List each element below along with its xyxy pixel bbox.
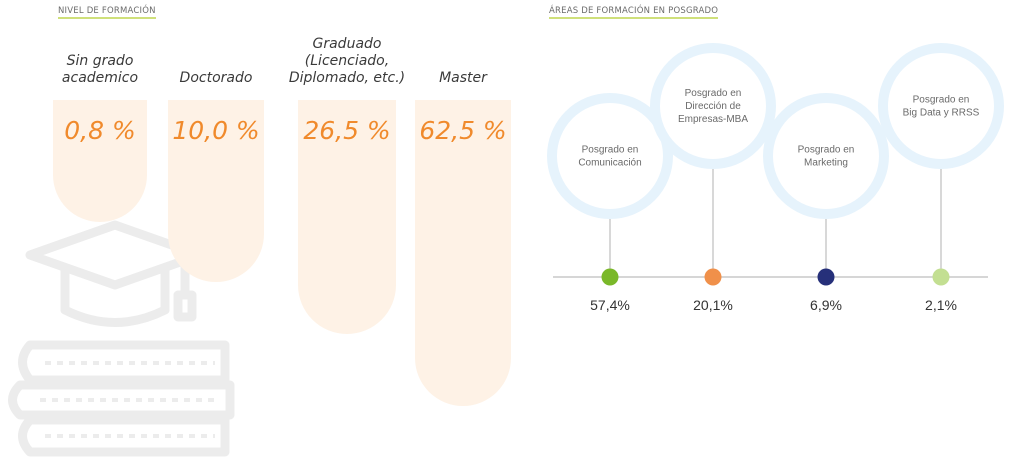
bar-4 [415, 100, 511, 406]
category-label: Marketing [804, 158, 848, 169]
bar-3 [298, 100, 396, 334]
category-circle [547, 93, 673, 219]
data-point [601, 268, 619, 286]
bar-value-label: 0,8 % [64, 116, 136, 145]
data-point [704, 268, 722, 286]
bar-1 [53, 100, 147, 222]
category-label-line: academico [61, 70, 139, 86]
value-label: 2,1% [925, 297, 957, 313]
category-label: Dirección de [685, 101, 741, 112]
category-label: Comunicación [578, 158, 641, 169]
category-label: Posgrado en [582, 145, 639, 156]
category-circle [650, 43, 776, 169]
category-circle [763, 93, 889, 219]
category-label-line: Sin grado [66, 53, 134, 69]
postgrad-areas-chart: Posgrado en Comunicación 57,4% Posgrado en D… [547, 43, 1004, 313]
category-label: Posgrado en [685, 88, 742, 99]
left-section-title: NIVEL DE FORMACIÓN [58, 6, 156, 19]
category-label-line: Diplomado, etc.) [288, 70, 406, 86]
bar-2 [168, 100, 264, 282]
data-point [817, 268, 835, 286]
category-label: Graduado (Licenciado, Diplomado, etc.) [282, 36, 412, 87]
category-label: Posgrado en [913, 95, 970, 106]
category-label: Posgrado en [798, 145, 855, 156]
bar-value-label: 10,0 % [172, 116, 260, 145]
category-label: Sin grado academico [35, 53, 165, 87]
bar-value-label: 26,5 % [303, 116, 391, 145]
category-circle [878, 43, 1004, 169]
bar-value-label: 62,5 % [419, 116, 507, 145]
category-label-line: Graduado [312, 36, 382, 52]
category-label: Big Data y RRSS [903, 108, 980, 119]
value-label: 6,9% [810, 297, 842, 313]
category-label: Empresas-MBA [678, 114, 748, 125]
category-label-line: (Licenciado, [304, 53, 390, 69]
category-label-line: Master [439, 70, 487, 86]
right-section-title: ÁREAS DE FORMACIÓN EN POSGRADO [549, 6, 719, 19]
value-label: 20,1% [693, 297, 733, 313]
data-point [932, 268, 950, 286]
category-label-line: Doctorado [179, 70, 253, 86]
category-label: Master [398, 70, 528, 87]
category-label: Doctorado [151, 70, 281, 87]
value-label: 57,4% [590, 297, 630, 313]
